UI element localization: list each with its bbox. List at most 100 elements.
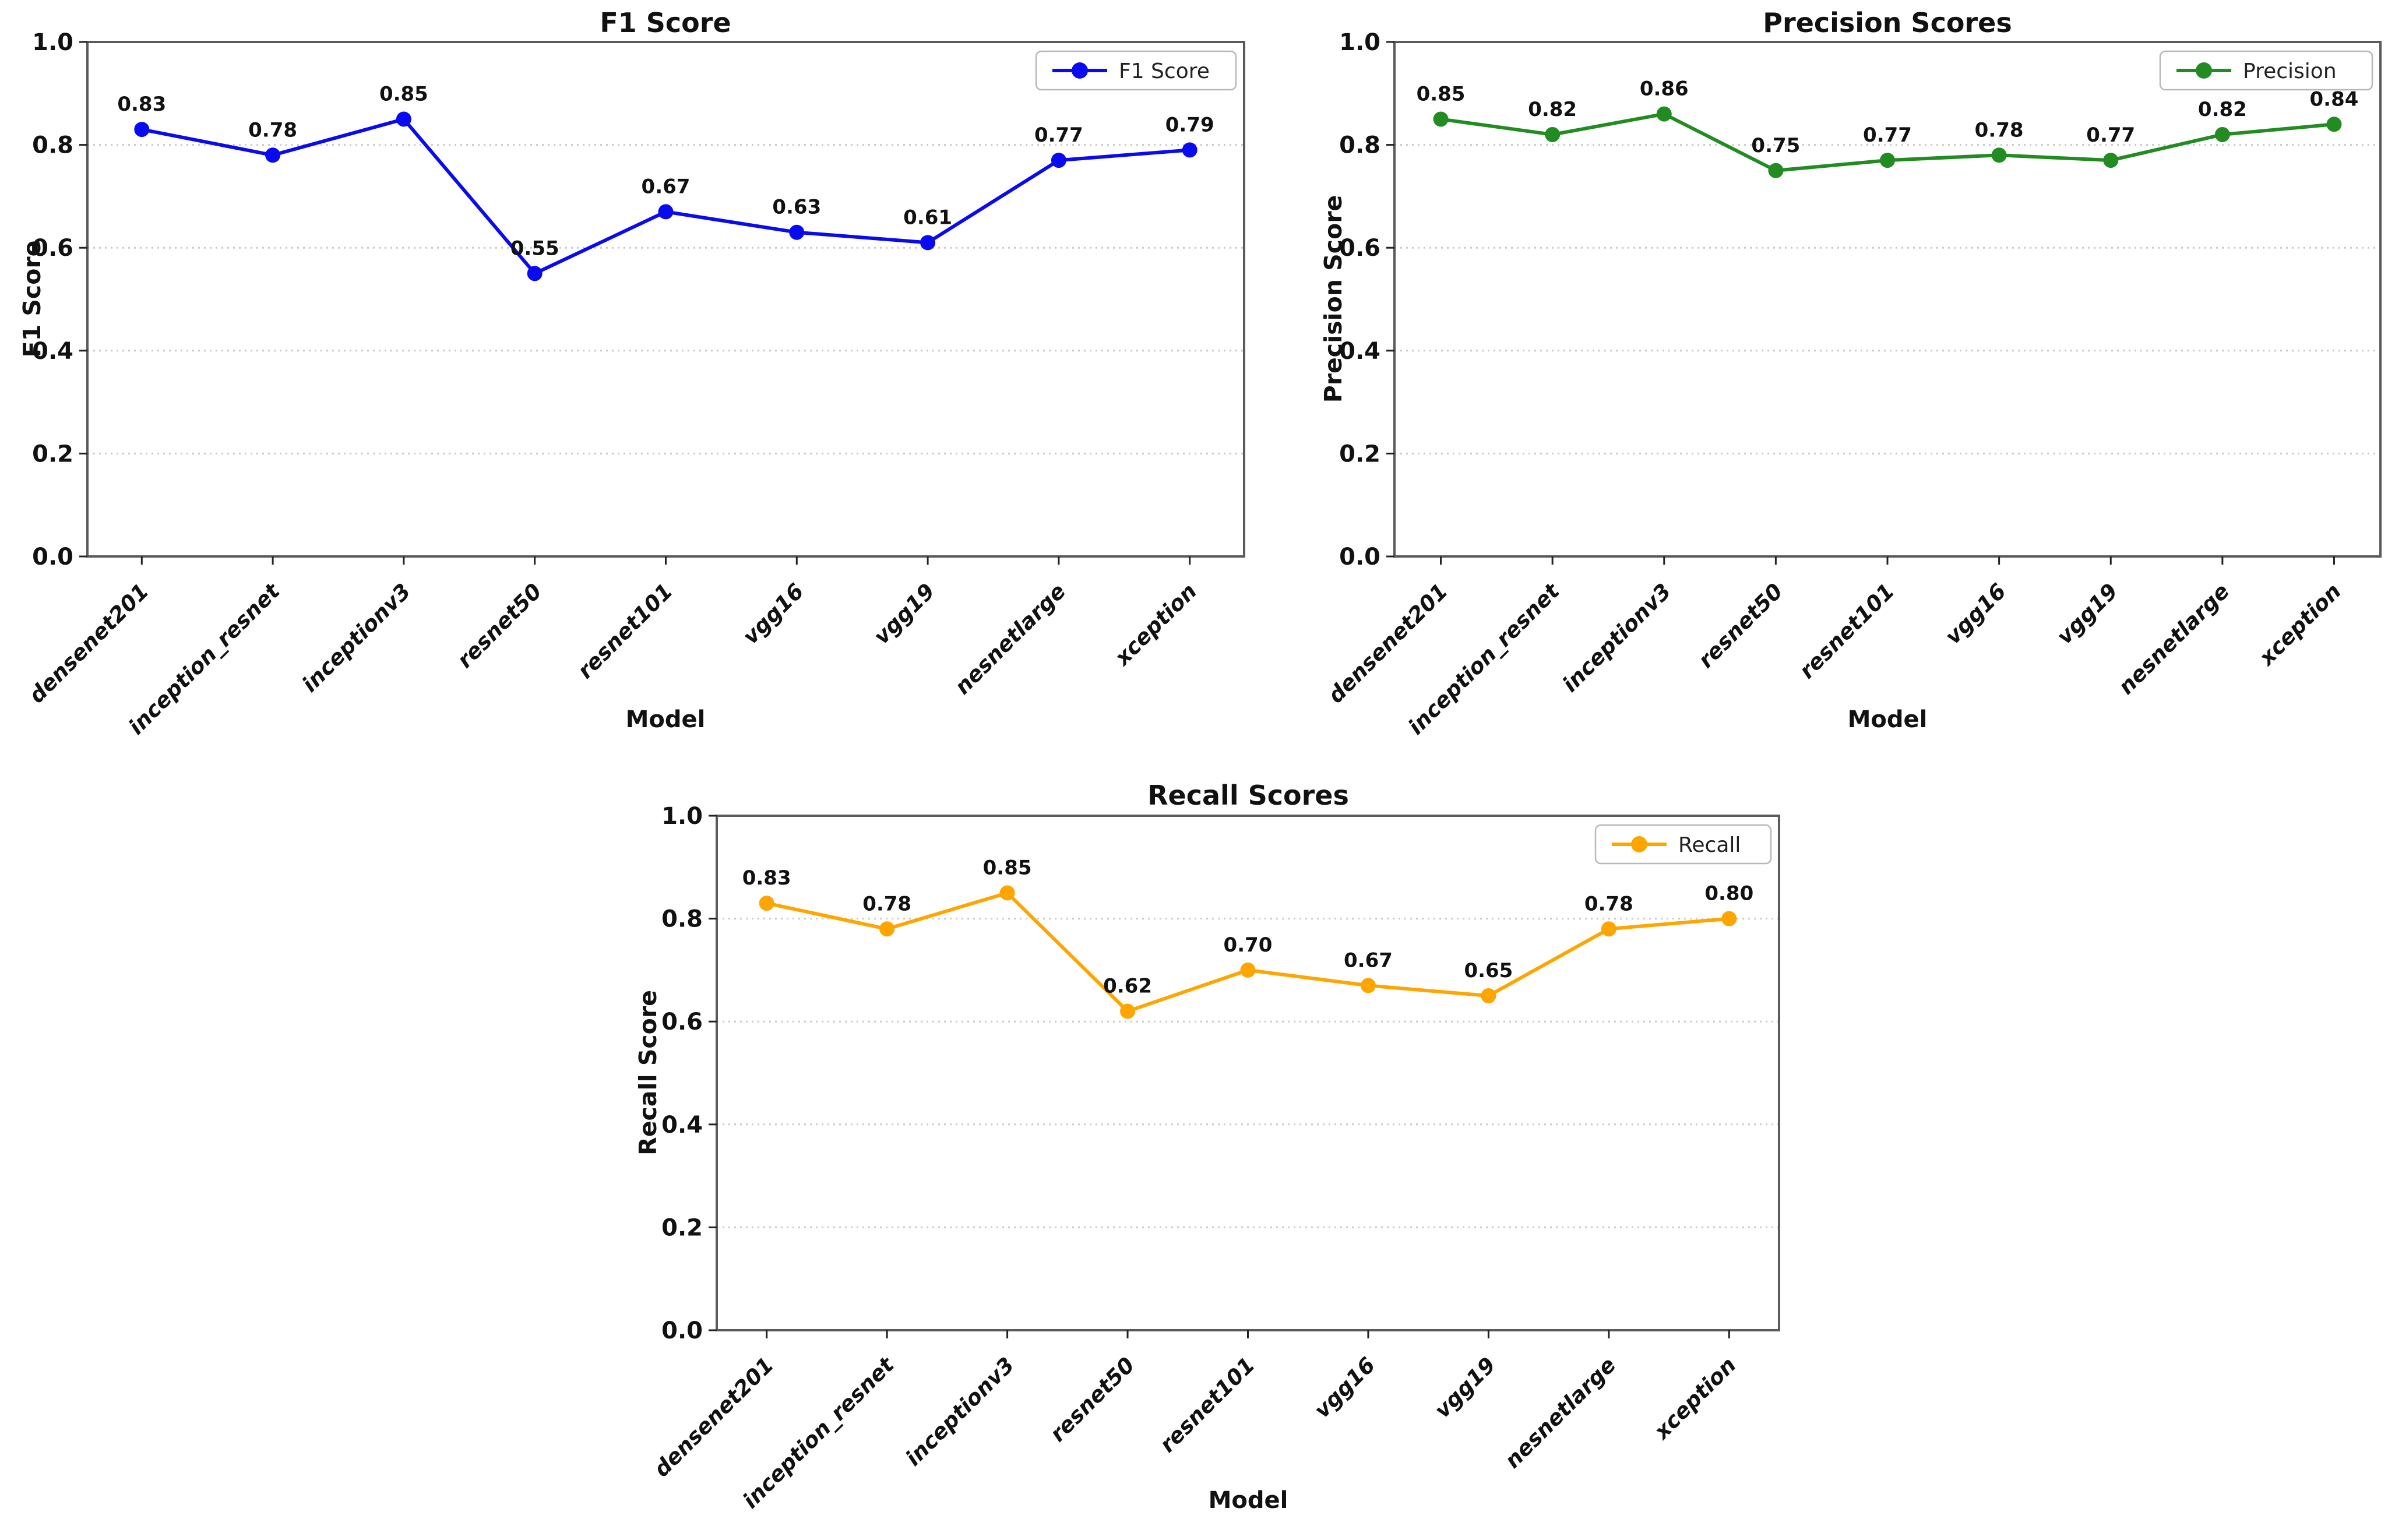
x-category-label: resnet101 <box>1794 579 1899 683</box>
data-point-label: 0.77 <box>2086 124 2135 147</box>
x-category-label: densenet201 <box>1323 579 1453 708</box>
x-category-label: vgg16 <box>1309 1352 1380 1423</box>
x-category-label: nesnetlarge <box>950 579 1070 699</box>
data-point-label: 0.83 <box>117 93 166 116</box>
x-category-label: nesnetlarge <box>1500 1352 1621 1473</box>
y-tick-label: 0.4 <box>1339 338 1380 365</box>
y-tick-label: 0.0 <box>32 544 73 570</box>
y-tick-label: 1.0 <box>32 29 73 56</box>
data-point-label: 0.78 <box>1584 892 1633 915</box>
x-category-label: resnet50 <box>1693 579 1788 673</box>
data-point-label: 0.62 <box>1103 975 1152 998</box>
data-point-marker <box>1721 911 1737 926</box>
y-tick-label: 0.0 <box>661 1317 703 1344</box>
data-point-label: 0.77 <box>1034 124 1083 147</box>
f1-legend <box>1035 50 1237 91</box>
x-category-label: vgg16 <box>738 579 808 649</box>
y-tick-label: 0.4 <box>32 338 73 365</box>
recall-legend <box>1594 824 1772 865</box>
x-category-label: nesnetlarge <box>2114 579 2234 699</box>
x-category-label: vgg19 <box>869 579 939 649</box>
data-point-marker <box>1120 1003 1136 1019</box>
data-point-label: 0.70 <box>1224 933 1273 957</box>
data-point-label: 0.78 <box>862 892 911 915</box>
data-point-marker <box>1768 163 1784 178</box>
legend-marker <box>1072 62 1088 79</box>
precision-chart: 0.00.20.40.60.81.0densenet201inception_r… <box>1323 29 2382 739</box>
y-tick-label: 0.6 <box>661 1009 703 1035</box>
data-point-marker <box>999 885 1015 901</box>
recall-chart: 0.00.20.40.60.81.0densenet201inception_r… <box>649 803 1780 1513</box>
data-point-label: 0.85 <box>1417 82 1466 105</box>
data-point-marker <box>759 896 774 911</box>
legend-label: Precision <box>2243 59 2337 83</box>
data-point-marker <box>265 147 281 163</box>
x-category-label: inception_resnet <box>124 578 285 739</box>
data-point-marker <box>1656 106 1672 122</box>
data-point-marker <box>1240 962 1256 978</box>
x-category-label: xception <box>2253 579 2346 671</box>
legend-marker <box>1631 836 1647 852</box>
y-tick-label: 1.0 <box>661 803 703 830</box>
data-point-label: 0.82 <box>1528 98 1577 121</box>
data-point-label: 0.86 <box>1640 77 1689 101</box>
data-point-marker <box>1991 147 2007 163</box>
data-point-marker <box>1182 142 1197 158</box>
data-point-label: 0.84 <box>2310 87 2359 111</box>
data-point-label: 0.61 <box>903 206 952 229</box>
f1-y-axis-label: F1 Score <box>18 240 46 358</box>
precision-y-axis-label: Precision Score <box>1319 195 1347 403</box>
precision-legend <box>2159 50 2373 91</box>
data-point-label: 0.67 <box>1344 949 1393 972</box>
data-point-marker <box>789 224 805 240</box>
y-tick-label: 0.6 <box>1339 235 1380 262</box>
data-point-label: 0.55 <box>510 237 559 260</box>
x-category-label: resnet50 <box>452 579 547 673</box>
legend-label: F1 Score <box>1119 59 1210 83</box>
y-tick-label: 0.8 <box>1339 132 1380 159</box>
y-tick-label: 0.4 <box>661 1112 703 1139</box>
data-point-marker <box>1481 988 1496 1004</box>
data-point-marker <box>879 921 895 937</box>
data-point-marker <box>2214 126 2230 142</box>
data-point-marker <box>134 122 150 138</box>
x-category-label: inceptionv3 <box>1558 579 1676 697</box>
recall-y-axis-label: Recall Score <box>634 990 662 1155</box>
data-point-label: 0.80 <box>1704 882 1753 905</box>
y-tick-label: 0.6 <box>32 235 73 262</box>
x-category-label: vgg19 <box>2052 579 2122 649</box>
f1-x-axis-label: Model <box>625 706 706 733</box>
x-category-label: resnet50 <box>1045 1352 1139 1447</box>
x-category-label: inceptionv3 <box>297 579 415 697</box>
y-tick-label: 1.0 <box>1339 29 1380 56</box>
data-point-label: 0.85 <box>983 856 1032 879</box>
data-point-marker <box>1601 921 1616 937</box>
f1-chart: 0.0 0.2 0.4 0.6 0.8 1.0 densenet201inception_r… <box>24 29 1245 739</box>
data-point-marker <box>658 204 674 220</box>
y-tick-label: 0.2 <box>32 440 73 467</box>
data-point-label: 0.79 <box>1165 113 1214 136</box>
data-point-label: 0.82 <box>2198 98 2247 121</box>
data-point-label: 0.75 <box>1751 134 1800 157</box>
recall-x-axis-label: Model <box>1208 1487 1288 1514</box>
data-point-label: 0.63 <box>772 196 821 219</box>
data-point-marker <box>1051 153 1066 168</box>
x-category-label: vgg19 <box>1429 1352 1500 1423</box>
y-tick-label: 0.8 <box>661 906 703 933</box>
legend-marker <box>2196 62 2212 79</box>
x-category-label: resnet101 <box>1155 1352 1260 1457</box>
data-point-marker <box>2326 117 2342 132</box>
y-tick-label: 0.8 <box>32 132 73 159</box>
data-point-label: 0.77 <box>1863 124 1912 147</box>
data-point-marker <box>2103 153 2119 168</box>
y-tick-label: 0.0 <box>1339 544 1380 570</box>
data-point-label: 0.78 <box>1975 118 2024 142</box>
y-tick-label: 0.2 <box>661 1214 703 1241</box>
x-category-label: inceptionv3 <box>901 1352 1019 1471</box>
data-point-label: 0.83 <box>742 866 791 890</box>
data-point-marker <box>527 266 543 281</box>
data-point-label: 0.65 <box>1464 959 1513 982</box>
data-point-marker <box>1433 111 1449 127</box>
